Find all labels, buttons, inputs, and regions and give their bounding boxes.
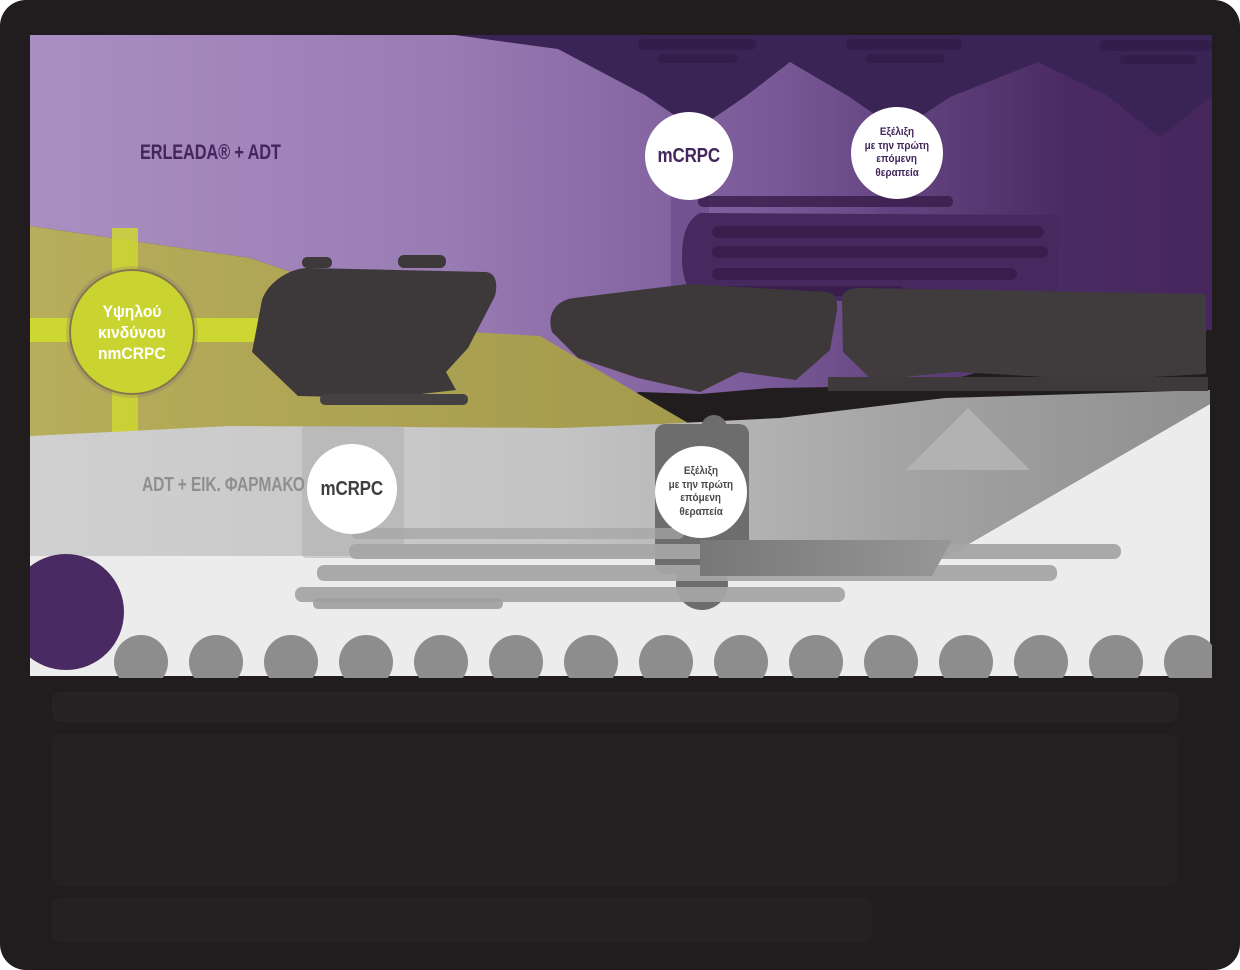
timeline-dot — [414, 635, 468, 678]
timeline-dot — [1089, 635, 1143, 678]
control-progression-line3: επόμενη — [680, 492, 722, 504]
erleada-progression-line2: με την πρώτη — [864, 139, 930, 152]
erleada-arm-label: ERLEADA® + ADT — [140, 141, 321, 165]
start-node-line3: nmCRPC — [98, 343, 166, 363]
timeline-dot — [1014, 635, 1068, 678]
timeline-dot — [264, 635, 318, 678]
erleada-progression-line4: θεραπεία — [875, 166, 919, 179]
timeline-dot — [564, 635, 618, 678]
control-progression-line4: θεραπεία — [679, 505, 723, 518]
control-arm-label: ADT + ΕΙΚ. ΦΑΡΜΑΚΟ — [142, 474, 351, 497]
control-progression-node: Εξέλιξη με την πρώτη επόμενη θεραπεία — [655, 446, 747, 538]
start-node-line2: κινδύνου — [98, 322, 166, 342]
erleada-progression-node: Εξέλιξη με την πρώτη επόμενη θεραπεία — [851, 107, 943, 199]
timeline-dot — [489, 635, 543, 678]
timeline-start-node — [30, 554, 124, 670]
control-mcrpc-node: mCRPC — [307, 444, 397, 534]
control-progression-line1: Εξέλιξη — [683, 465, 719, 477]
timeline-dots — [114, 635, 1212, 678]
start-node-line1: Υψηλού — [102, 301, 162, 321]
footer-hidden-text — [52, 692, 1178, 942]
control-arm-label-text: ADT + ΕΙΚ. ΦΑΡΜΑΚΟ — [142, 474, 305, 496]
control-progression-line2: με την πρώτη — [668, 478, 734, 491]
erleada-progression-line3: επόμενη — [876, 153, 918, 165]
timeline-dot — [114, 635, 168, 678]
erleada-progression-line1: Εξέλιξη — [879, 126, 915, 138]
timeline-dot — [339, 635, 393, 678]
erleada-mcrpc-node: mCRPC — [645, 112, 733, 200]
gray-bump — [906, 408, 1030, 470]
timeline-dot — [714, 635, 768, 678]
timeline-dot — [1164, 635, 1212, 678]
start-node-nmcrpc: Υψηλού κινδύνου nmCRPC — [69, 269, 195, 395]
charcoal-blobs — [252, 255, 1208, 405]
timeline-bar — [700, 540, 952, 576]
control-mcrpc-label: mCRPC — [320, 477, 384, 500]
timeline-dot — [639, 635, 693, 678]
timeline-dot — [864, 635, 918, 678]
timeline-dot — [789, 635, 843, 678]
stage-arrows — [455, 35, 1212, 137]
erleada-arm-label-text: ERLEADA® + ADT — [140, 141, 281, 164]
stage-arrow-label-blobs — [638, 39, 1212, 64]
small-caption-blob — [313, 598, 503, 609]
timeline-dot — [939, 635, 993, 678]
erleada-mcrpc-label: mCRPC — [657, 144, 721, 167]
timeline-dot — [189, 635, 243, 678]
